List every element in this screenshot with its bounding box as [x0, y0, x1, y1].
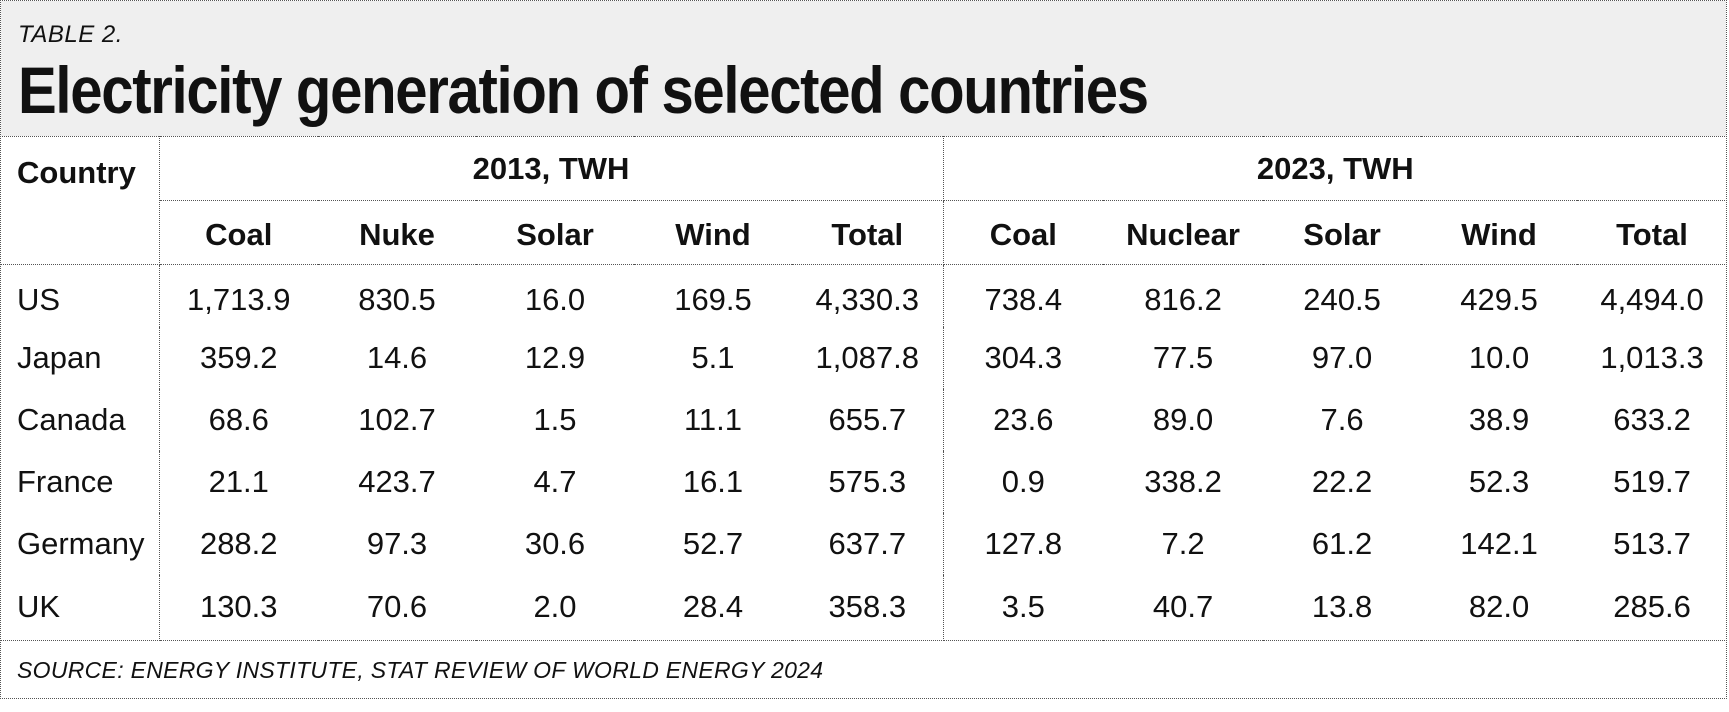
- value-cell: 38.9: [1468, 401, 1530, 437]
- country-cell: US: [0, 264, 160, 327]
- column-header: Nuclear: [1103, 200, 1264, 265]
- value-cell: 102.7: [358, 401, 436, 437]
- value-cell: 13.8: [1263, 574, 1422, 641]
- table-row: Japan 359.2 14.6 12.9 5.1 1,087.8 304.3 …: [0, 326, 1727, 389]
- value-cell: 16.0: [524, 281, 586, 317]
- value-cell: 82.0: [1421, 574, 1578, 641]
- value-cell: 288.2: [199, 525, 278, 561]
- table-label: TABLE 2.: [18, 21, 123, 48]
- country-cell: Germany: [0, 512, 160, 575]
- value-cell: 7.2: [1161, 525, 1205, 561]
- value-cell: 575.3: [792, 450, 944, 513]
- source-note: SOURCE: ENERGY INSTITUTE, STAT REVIEW OF…: [17, 656, 824, 683]
- value-cell: 77.5: [1152, 339, 1214, 375]
- value-cell: 127.8: [984, 525, 1063, 561]
- value-cell: 52.7: [682, 525, 744, 561]
- value-cell: 68.6: [208, 401, 269, 437]
- column-header: Nuke: [318, 200, 476, 265]
- value-cell: 1.5: [533, 401, 577, 437]
- value-cell: 3.5: [943, 574, 1104, 641]
- value-cell: 22.2: [1311, 463, 1373, 499]
- value-cell: 304.3: [984, 339, 1063, 375]
- value-cell: 513.7: [1613, 525, 1691, 561]
- value-cell: 4,330.3: [792, 264, 944, 327]
- value-cell: 816.2: [1144, 281, 1222, 317]
- column-header: Total: [792, 200, 944, 265]
- country-cell: France: [0, 450, 160, 513]
- value-cell: 52.3: [1468, 463, 1530, 499]
- column-header: Solar: [476, 200, 634, 265]
- value-cell: 633.2: [1613, 401, 1691, 437]
- column-header: Wind: [634, 200, 792, 265]
- column-header: Coal: [159, 200, 318, 265]
- value-cell: 10.0: [1468, 339, 1530, 375]
- value-cell: 285.6: [1577, 574, 1728, 641]
- value-cell: 738.4: [984, 281, 1063, 317]
- table-row: France 21.1 423.7 4.7 16.1 575.3 0.9 338…: [0, 450, 1727, 513]
- electricity-table: Country 2013, TWH 2023, TWH Coal Nuke So…: [0, 136, 1728, 699]
- value-cell: 359.2: [199, 339, 278, 375]
- table-row: US 1,713.9 830.5 16.0 169.5 4,330.3 738.…: [0, 264, 1727, 327]
- value-cell: 429.5: [1460, 281, 1538, 317]
- table-row: UK 130.3 70.6 2.0 28.4 358.3 3.5 40.7 13…: [0, 574, 1728, 641]
- value-cell: 519.7: [1613, 463, 1691, 499]
- column-header: Coal: [943, 200, 1104, 265]
- value-cell: 830.5: [358, 281, 436, 317]
- value-cell: 97.3: [366, 525, 428, 561]
- value-cell: 97.0: [1311, 339, 1373, 375]
- value-cell: 655.7: [792, 388, 944, 451]
- value-cell: 338.2: [1144, 463, 1222, 499]
- column-header: Wind: [1421, 200, 1578, 265]
- value-cell: 142.1: [1460, 525, 1538, 561]
- value-cell: 4,494.0: [1600, 281, 1704, 317]
- table-row: Canada 68.6 102.7 1.5 11.1 655.7 23.6 89…: [0, 388, 1727, 451]
- country-cell: UK: [0, 574, 160, 641]
- country-cell: Canada: [0, 388, 160, 451]
- value-cell: 130.3: [159, 574, 318, 641]
- table-title: Electricity generation of selected count…: [18, 53, 1149, 127]
- value-cell: 4.7: [533, 463, 577, 499]
- value-cell: 16.1: [682, 463, 744, 499]
- value-cell: 1,713.9: [187, 281, 291, 317]
- value-cell: 169.5: [674, 281, 752, 317]
- column-header: Total: [1577, 200, 1728, 265]
- value-cell: 0.9: [1001, 463, 1045, 499]
- country-cell: Japan: [0, 326, 160, 389]
- value-cell: 240.5: [1303, 281, 1381, 317]
- value-cell: 11.1: [683, 401, 743, 437]
- group-header-2013: 2013, TWH: [159, 136, 944, 201]
- value-cell: 23.6: [993, 401, 1054, 437]
- table-row: Germany 288.2 97.3 30.6 52.7 637.7 127.8…: [0, 512, 1727, 575]
- value-cell: 12.9: [524, 339, 586, 375]
- value-cell: 89.0: [1152, 401, 1214, 437]
- value-cell: 40.7: [1103, 574, 1264, 641]
- value-cell: 21.1: [208, 463, 269, 499]
- value-cell: 61.2: [1311, 525, 1373, 561]
- value-cell: 358.3: [792, 574, 944, 641]
- value-cell: 28.4: [634, 574, 792, 641]
- value-cell: 5.1: [691, 339, 735, 375]
- value-cell: 2.0: [476, 574, 634, 641]
- group-header-2023: 2023, TWH: [943, 136, 1728, 201]
- value-cell: 1,013.3: [1600, 339, 1704, 375]
- table-header: TABLE 2. Electricity generation of selec…: [1, 1, 1726, 136]
- value-cell: 1,087.8: [792, 326, 944, 389]
- country-column-header: Country: [0, 136, 160, 265]
- value-cell: 30.6: [524, 525, 586, 561]
- value-cell: 637.7: [792, 512, 944, 575]
- column-header: Solar: [1263, 200, 1422, 265]
- value-cell: 14.6: [366, 339, 428, 375]
- value-cell: 70.6: [318, 574, 476, 641]
- value-cell: 7.6: [1320, 401, 1364, 437]
- value-cell: 423.7: [358, 463, 436, 499]
